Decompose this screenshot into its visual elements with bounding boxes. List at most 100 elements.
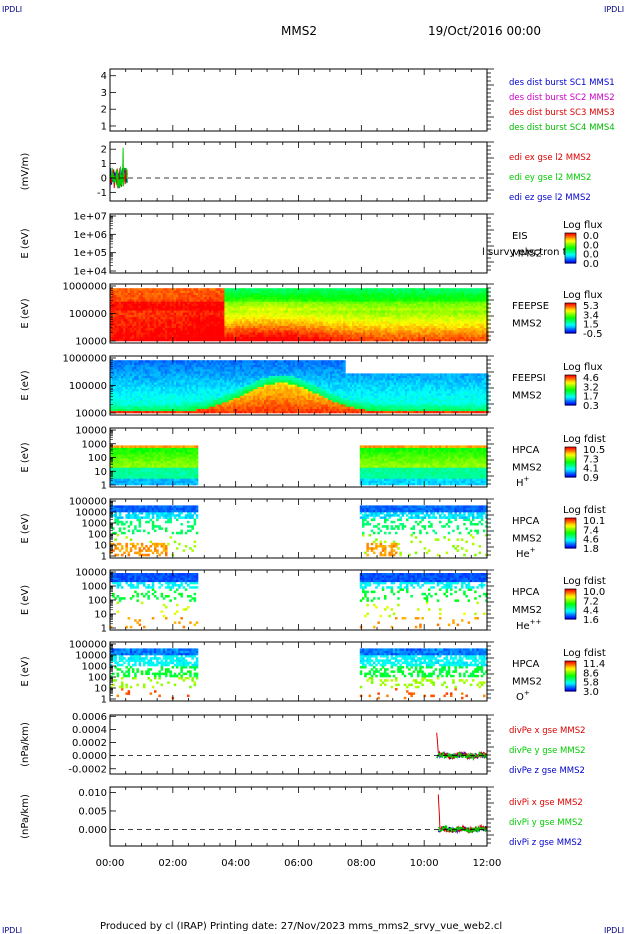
panel-hpca_hepp-colorbar-tick: 10.0 xyxy=(583,587,605,598)
panel-feepse-instrument-label: FEEPSE xyxy=(512,301,549,312)
panel-feepse-colorbar-tick: -0.5 xyxy=(583,329,603,340)
panel-feepse-colorbar-tick: 3.4 xyxy=(583,310,599,321)
panel-hpca_he-ytick-label: 100 xyxy=(88,530,107,541)
panel-feepsi-ytick-label: 100000 xyxy=(69,381,107,392)
panel-eis-y-axis-label: E (eV) xyxy=(20,228,31,258)
panel-hpca_he-colorbar-tick: 1.8 xyxy=(583,544,599,555)
panel-feepsi-colorbar-title: Log flux xyxy=(563,362,603,373)
panel-hpca_h-ytick-label: 100 xyxy=(88,453,107,464)
panel-edi-frame xyxy=(109,141,488,202)
time-tick-label: 12:00 xyxy=(473,858,502,869)
panel-burst-legend-entry: des dist burst SC3 MMS3 xyxy=(509,108,615,118)
panel-eis-ytick-label: 1e+05 xyxy=(73,248,107,259)
panel-hpca_he-ytick-label: 100000 xyxy=(69,497,107,508)
panel-feepse-ytick-label: 1000000 xyxy=(62,282,107,293)
panel-feepsi-colorbar-tick: 1.7 xyxy=(583,392,599,403)
panel-edi-ytick-label: 0 xyxy=(101,173,107,184)
panel-hpca_hepp: 1 10 100 1000 10000 E (eV) HPCA MMS2 He++ Log fdi… xyxy=(20,568,606,635)
panel-divpe-ytick-label: 0.0000 xyxy=(72,751,107,762)
time-tick-label: 10:00 xyxy=(410,858,439,869)
panel-eis-colorbar xyxy=(564,232,577,264)
panel-divpe: divPe x gse MMS2 divPe y gse MMS2 divPe z … xyxy=(20,712,586,776)
panel-feepse-ytick-label: 10000 xyxy=(75,337,107,348)
panel-hpca_hepp-colorbar-tick: 7.2 xyxy=(583,596,599,607)
panel-hpca_o-ytick-label: 100000 xyxy=(69,640,107,651)
panel-hpca_he-species-label: He+ xyxy=(516,546,536,560)
panel-hpca_h-colorbar-tick: 7.3 xyxy=(583,454,599,465)
panel-hpca_h: 1 10 100 1000 10000 E (eV) HPCA MMS2 H+ Log fdist… xyxy=(20,426,606,492)
panel-hpca_o-spacecraft-label: MMS2 xyxy=(512,676,542,687)
panel-hpca_h-ytick-label: 1 xyxy=(101,481,107,492)
panel-divpe-legend-entry: divPe z gse MMS2 xyxy=(509,766,585,776)
panel-hpca_he-y-axis-label: E (eV) xyxy=(20,513,31,543)
panel-hpca_o-colorbar-tick: 5.8 xyxy=(583,678,599,689)
corner-label-bottom-left: IPDLI xyxy=(2,926,22,934)
panel-divpi-y-axis-label: (nPa/km) xyxy=(20,794,31,839)
panel-burst-frame xyxy=(109,68,488,132)
panel-hpca_he-colorbar-tick: 10.1 xyxy=(583,516,605,527)
panel-hpca_hepp-ytick-label: 1 xyxy=(101,624,107,635)
panel-hpca_o-colorbar-title: Log fdist xyxy=(563,648,606,659)
panel-divpi-legend-entry: divPi z gse MMS2 xyxy=(509,838,582,848)
panel-eis-colorbar-tick: 0.0 xyxy=(583,250,599,261)
panel-feepse-spectrogram xyxy=(110,288,489,342)
panel-hpca_hepp-colorbar-title: Log fdist xyxy=(563,576,606,587)
panel-hpca_o-spectrogram xyxy=(110,648,488,700)
panel-eis-frame xyxy=(109,213,488,274)
panel-hpca_he-spectrogram xyxy=(110,505,488,557)
panel-burst-ytick-label: 4 xyxy=(101,71,107,82)
panel-burst-legend-entry: des dist burst SC4 MMS4 xyxy=(509,123,615,133)
panel-hpca_hepp-colorbar-tick: 4.4 xyxy=(583,606,599,617)
panel-edi-trace-y xyxy=(109,147,128,188)
panel-burst-legend-entry: des dist burst SC1 MMS1 xyxy=(509,78,615,88)
panel-hpca_h-colorbar-title: Log fdist xyxy=(563,434,606,445)
panel-hpca_h-spectrogram xyxy=(110,445,488,486)
panel-hpca_o-ytick-label: 100 xyxy=(88,673,107,684)
panel-feepse-y-axis-label: E (eV) xyxy=(20,298,31,328)
panel-hpca_h-colorbar-tick: 0.9 xyxy=(583,473,599,484)
panel-hpca_hepp-ytick-label: 10 xyxy=(94,610,107,621)
panel-hpca_h-instrument-label: HPCA xyxy=(512,445,540,456)
panel-hpca_o-colorbar-tick: 8.6 xyxy=(583,668,599,679)
panel-feepsi: 10000 100000 1000000 E (eV) FEEPSI MMS2 Log fl… xyxy=(20,354,603,420)
panel-divpi-traces xyxy=(437,794,488,835)
panel-eis-ytick-label: 1e+04 xyxy=(73,267,107,278)
panel-divpi-trace-y xyxy=(437,824,488,834)
panel-hpca_o-ytick-label: 10 xyxy=(94,684,107,695)
panel-hpca_hepp-instrument-label: HPCA xyxy=(512,587,540,598)
panel-divpe-traces xyxy=(436,732,488,762)
panel-feepse-colorbar xyxy=(564,302,577,334)
panel-divpe-trace-y xyxy=(436,751,488,762)
panel-burst-ytick-label: 3 xyxy=(101,88,107,99)
panel-divpe-ytick-label: -0.0002 xyxy=(68,764,107,775)
time-tick-label: 00:00 xyxy=(96,858,125,869)
panel-divpe-ytick-label: 0.0004 xyxy=(72,725,107,736)
panel-eis-overlay-text: l survy electron to xyxy=(482,247,573,258)
panel-eis-colorbar-tick: 0.0 xyxy=(583,231,599,242)
panel-feepse-colorbar-title: Log flux xyxy=(563,290,603,301)
panel-hpca_hepp-spacecraft-label: MMS2 xyxy=(512,605,542,616)
panel-hpca_h-ytick-label: 1000 xyxy=(82,439,107,450)
panel-eis-instrument-label: EIS xyxy=(512,231,528,242)
panel-hpca_hepp-species-label: He++ xyxy=(516,618,542,632)
corner-label-bottom-right: IPDLI xyxy=(604,926,624,934)
panel-divpi-ytick-label: 0.010 xyxy=(78,788,107,799)
panel-hpca_o-species-label: O+ xyxy=(516,689,530,703)
panel-divpe-y-axis-label: (nPa/km) xyxy=(20,722,31,767)
panel-hpca_he-ytick-label: 10 xyxy=(94,541,107,552)
panel-divpi-legend-entry: divPi y gse MMS2 xyxy=(509,818,583,828)
panel-hpca_hepp-ytick-label: 100 xyxy=(88,596,107,607)
time-tick-label: 08:00 xyxy=(347,858,376,869)
panel-burst-ytick-label: 1 xyxy=(101,121,107,132)
corner-label-top-left: IPDLI xyxy=(2,5,22,14)
panel-hpca_h-colorbar-tick: 10.5 xyxy=(583,445,605,456)
panel-edi-ytick-label: 2 xyxy=(101,145,107,156)
panel-hpca_h-ytick-label: 10000 xyxy=(75,426,107,437)
time-tick-label: 04:00 xyxy=(221,858,250,869)
panel-feepsi-spectrogram xyxy=(110,360,489,414)
panel-eis-ytick-label: 1e+06 xyxy=(73,230,107,241)
panel-divpe-ytick-label: 0.0006 xyxy=(72,712,107,723)
panel-feepse-ytick-label: 100000 xyxy=(69,309,107,320)
